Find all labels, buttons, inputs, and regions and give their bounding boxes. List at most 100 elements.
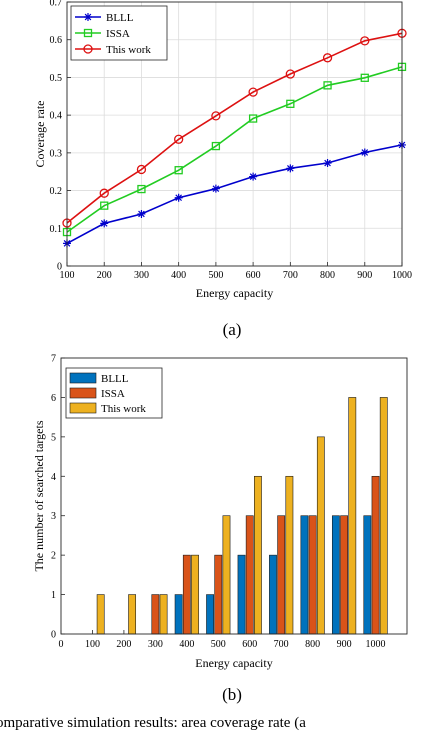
y-tick-label: 1 (51, 590, 56, 601)
bar-issa (182, 554, 191, 635)
subfigure-label-a: (a) (223, 320, 242, 339)
data-point (248, 87, 258, 97)
data-point (137, 209, 146, 218)
x-tick-label: 500 (211, 639, 226, 650)
bar-issa (277, 515, 286, 635)
legend-label: ISSA (101, 388, 125, 400)
x-tick-label: 200 (97, 270, 112, 281)
bar-issa (340, 515, 348, 635)
y-tick-label: 0.1 (50, 224, 63, 235)
data-point (360, 73, 369, 82)
legend-swatch (69, 387, 97, 399)
y-tick-label: 0.3 (50, 148, 63, 159)
x-tick-label: 400 (179, 639, 194, 650)
y-tick-label: 0 (51, 630, 56, 641)
bar-this-work (96, 594, 105, 635)
legend-a: BLLL ISSA This work (70, 5, 168, 61)
y-axis-label: The number of searched targets (32, 420, 46, 571)
coverage-rate-line-chart: 100 200 300 400 500 600 700 800 900 1000 0 0.1 0.2 0.… (33, 0, 412, 300)
bar-issa (371, 475, 380, 635)
bar-this-work (191, 554, 199, 635)
data-point (360, 148, 369, 157)
data-point (211, 141, 221, 151)
x-tick-label: 400 (171, 270, 186, 281)
data-point (286, 164, 295, 173)
bar-blll (363, 515, 372, 635)
bar-issa (214, 554, 223, 635)
bar-blll (269, 554, 277, 635)
x-tick-label: 1000 (366, 639, 386, 650)
y-tick-label: 0.2 (50, 186, 63, 197)
bar-this-work (285, 475, 294, 635)
x-tick-label: 300 (134, 270, 149, 281)
bar-blll (206, 594, 214, 635)
y-tick-label: 3 (51, 511, 56, 522)
data-point (136, 164, 147, 175)
x-tick-label: 700 (283, 270, 298, 281)
bar-this-work (254, 475, 262, 635)
searched-targets-bar-chart: 0 100 200 300 400 500 600 700 800 900 1000 0 1 2 3 4 5 6 7… (32, 354, 408, 670)
series-line-this-work (66, 32, 403, 224)
data-point (323, 81, 332, 90)
legend-label: This work (101, 403, 146, 415)
x-tick-label: 600 (246, 270, 261, 281)
x-tick-label: 800 (320, 270, 335, 281)
bar-this-work (379, 397, 388, 635)
legend-marker (83, 44, 93, 54)
y-tick-label: 0.6 (50, 35, 63, 46)
x-tick-label: 100 (60, 270, 75, 281)
series-line-blll (66, 144, 403, 245)
legend-swatch (69, 402, 97, 414)
legend-b: BLLL ISSA This work (65, 367, 163, 419)
y-tick-label: 2 (51, 551, 56, 562)
legend-label: BLLL (101, 373, 129, 385)
bar-this-work (159, 594, 168, 635)
x-tick-label: 900 (357, 270, 372, 281)
x-axis-label: Energy capacity (196, 286, 273, 300)
subfigure-label-b: (b) (222, 685, 242, 704)
data-point (174, 193, 183, 202)
y-tick-label: 0.7 (50, 0, 63, 9)
bar-blll (237, 554, 246, 635)
y-tick-label: 6 (51, 393, 56, 404)
data-point (249, 172, 258, 181)
x-tick-label: 300 (148, 639, 163, 650)
legend-label: BLLL (106, 12, 134, 24)
x-tick-label: 700 (274, 639, 289, 650)
legend-label: This work (106, 44, 151, 56)
y-tick-label: 0.4 (50, 111, 63, 122)
legend-label: ISSA (106, 28, 130, 40)
y-tick-label: 4 (51, 472, 56, 483)
x-tick-label: 600 (242, 639, 257, 650)
data-point (322, 53, 333, 63)
data-point (360, 36, 370, 46)
bar-blll (174, 594, 183, 635)
x-tick-label: 0 (59, 639, 64, 650)
bar-this-work (222, 515, 231, 635)
x-axis-label: Energy capacity (195, 656, 272, 670)
y-tick-label: 0 (57, 262, 62, 273)
bar-blll (300, 515, 309, 635)
data-point (285, 69, 295, 79)
legend-marker (84, 13, 92, 21)
data-point (100, 201, 109, 210)
x-tick-label: 200 (116, 639, 131, 650)
x-tick-label: 800 (305, 639, 320, 650)
y-tick-label: 5 (51, 432, 56, 443)
data-point (100, 219, 109, 228)
x-tick-label: 900 (337, 639, 352, 650)
data-point (174, 134, 184, 144)
x-tick-label: 500 (208, 270, 223, 281)
bar-this-work (128, 594, 137, 635)
bar-issa (151, 594, 160, 635)
bar-issa (308, 515, 317, 635)
x-tick-label: 100 (85, 639, 100, 650)
data-point (248, 114, 258, 123)
data-point (323, 159, 332, 168)
data-point (99, 188, 109, 198)
data-point (211, 111, 221, 121)
data-point (211, 184, 220, 193)
axes-box-a (66, 1, 403, 267)
legend-swatch (69, 372, 97, 384)
